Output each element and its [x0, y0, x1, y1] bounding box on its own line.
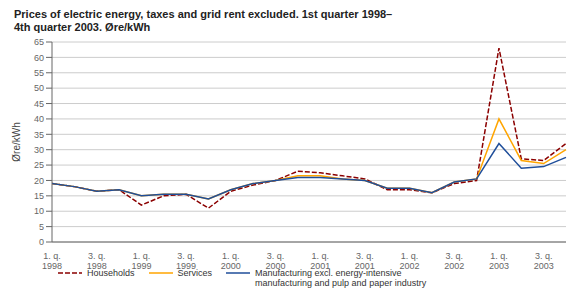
svg-text:1. q.1999: 1. q.1999 — [131, 251, 151, 271]
svg-text:0: 0 — [39, 237, 44, 247]
html-text:Manufacturing excl. energy-int: Manufacturing excl. energy-intensive man… — [255, 268, 427, 288]
svg-text:1. q.1998: 1. q.1998 — [42, 251, 62, 271]
svg-text:1. q.2001: 1. q.2001 — [310, 251, 330, 271]
svg-text:25: 25 — [34, 160, 44, 170]
svg-text:10: 10 — [34, 206, 44, 216]
html-text:Households: Households — [87, 268, 135, 278]
svg-text:40: 40 — [34, 114, 44, 124]
svg-text:20: 20 — [34, 176, 44, 186]
svg-text:1. q.2000: 1. q.2000 — [221, 251, 241, 271]
svg-text:5: 5 — [39, 222, 44, 232]
svg-text:15: 15 — [34, 191, 44, 201]
svg-text:65: 65 — [34, 37, 44, 47]
svg-text:1. q.2003: 1. q.2003 — [489, 251, 509, 271]
svg-text:30: 30 — [34, 145, 44, 155]
svg-text:45: 45 — [34, 99, 44, 109]
html-text:Prices of electric energy, tax: Prices of electric energy, taxes and gri… — [14, 8, 393, 33]
svg-text:60: 60 — [34, 53, 44, 63]
svg-text:3. q.2002: 3. q.2002 — [444, 251, 464, 271]
svg-text:35: 35 — [34, 130, 44, 140]
svg-text:55: 55 — [34, 68, 44, 78]
svg-text:50: 50 — [34, 83, 44, 93]
svg-text:3. q.2003: 3. q.2003 — [534, 251, 554, 271]
svg-text:3. q.1999: 3. q.1999 — [176, 251, 196, 271]
svg-text:3. q.2000: 3. q.2000 — [265, 251, 285, 271]
svg-text:Øre/kWh: Øre/kWh — [11, 122, 22, 161]
html-text:Services: Services — [177, 268, 212, 278]
svg-text:1. q.2002: 1. q.2002 — [400, 251, 420, 271]
svg-text:3. q.1998: 3. q.1998 — [87, 251, 107, 271]
svg-text:3. q.2001: 3. q.2001 — [355, 251, 375, 271]
